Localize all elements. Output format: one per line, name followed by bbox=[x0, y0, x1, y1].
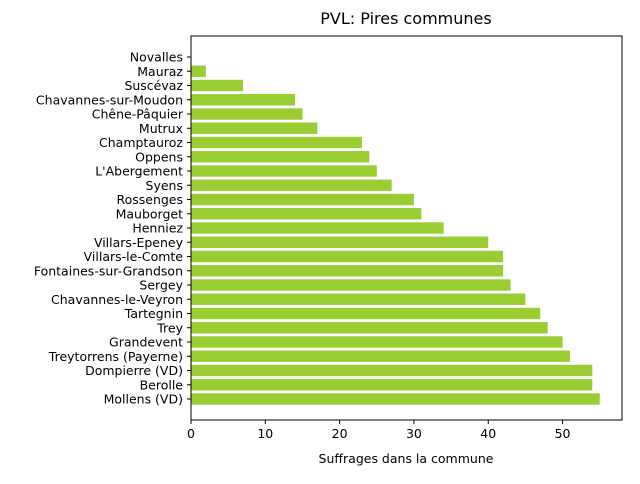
bar bbox=[191, 65, 206, 77]
y-tick-label: Suscévaz bbox=[124, 78, 183, 93]
bar bbox=[191, 222, 444, 234]
y-tick-label: Berolle bbox=[140, 377, 184, 392]
y-axis-ticks: NovallesMaurazSuscévazChavannes-sur-Moud… bbox=[34, 50, 191, 407]
bar bbox=[191, 279, 511, 291]
bar bbox=[191, 193, 414, 206]
x-tick-label: 10 bbox=[257, 426, 273, 441]
bar bbox=[191, 364, 593, 377]
y-tick-label: Champtauroz bbox=[99, 135, 183, 150]
y-tick-label: Oppens bbox=[135, 149, 183, 164]
bar bbox=[191, 236, 489, 248]
bar bbox=[191, 322, 548, 334]
y-tick-label: Mauborget bbox=[116, 206, 183, 221]
bar bbox=[191, 250, 504, 263]
y-tick-label: Chêne-Pâquier bbox=[92, 107, 184, 122]
bar bbox=[191, 208, 422, 220]
y-tick-label: Novalles bbox=[130, 50, 183, 65]
y-tick-label: Grandevent bbox=[109, 335, 183, 350]
bar bbox=[191, 307, 541, 320]
y-tick-label: Tartegnin bbox=[124, 306, 183, 321]
bar bbox=[191, 122, 318, 134]
y-tick-label: Villars-le-Comte bbox=[84, 249, 184, 264]
bar bbox=[191, 336, 563, 348]
y-tick-label: Treytorrens (Payerne) bbox=[48, 349, 183, 364]
y-tick-label: Rossenges bbox=[116, 192, 183, 207]
bar bbox=[191, 165, 377, 177]
bar bbox=[191, 350, 570, 362]
x-axis-label: Suffrages dans la commune bbox=[319, 451, 494, 466]
x-axis-ticks: 0 10 20 30 40 50 bbox=[187, 420, 571, 441]
bar bbox=[191, 379, 593, 391]
x-tick-label: 0 bbox=[187, 426, 195, 441]
y-tick-label: L'Abergement bbox=[95, 164, 183, 179]
bars-group bbox=[191, 65, 600, 405]
x-tick-label: 20 bbox=[332, 426, 348, 441]
y-tick-label: Dompierre (VD) bbox=[85, 363, 183, 378]
x-tick-label: 40 bbox=[480, 426, 496, 441]
y-tick-label: Syens bbox=[146, 178, 183, 193]
bar bbox=[191, 79, 244, 92]
y-tick-label: Sergey bbox=[139, 278, 183, 293]
bar bbox=[191, 265, 504, 277]
bar bbox=[191, 108, 303, 120]
y-tick-label: Mollens (VD) bbox=[104, 392, 183, 407]
y-tick-label: Trey bbox=[156, 320, 183, 335]
x-tick-label: 50 bbox=[555, 426, 571, 441]
x-tick-label: 30 bbox=[406, 426, 422, 441]
chart-title: PVL: Pires communes bbox=[320, 9, 491, 28]
bar bbox=[191, 94, 296, 106]
bar bbox=[191, 293, 526, 305]
y-tick-label: Henniez bbox=[132, 221, 183, 236]
bar bbox=[191, 151, 370, 163]
y-tick-label: Chavannes-sur-Moudon bbox=[36, 92, 183, 107]
y-tick-label: Mutrux bbox=[139, 121, 183, 136]
y-tick-label: Mauraz bbox=[137, 64, 183, 79]
plot-frame bbox=[190, 35, 623, 421]
bar bbox=[191, 136, 362, 149]
y-tick-label: Fontaines-sur-Grandson bbox=[34, 263, 183, 278]
y-tick-label: Chavannes-le-Veyron bbox=[51, 292, 183, 307]
y-tick-label: Villars-Epeney bbox=[94, 235, 184, 250]
bar bbox=[191, 179, 392, 191]
bar bbox=[191, 393, 600, 405]
